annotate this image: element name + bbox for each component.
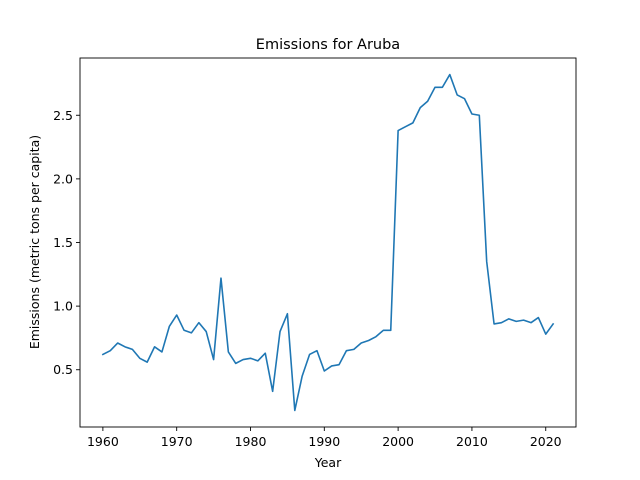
y-tick-label: 2.5	[53, 108, 73, 123]
x-tick-label: 2010	[456, 434, 488, 449]
y-axis: 0.5 1.0 1.5 2.0 2.5	[53, 108, 80, 377]
x-tick-label: 1980	[235, 434, 267, 449]
plot-frame	[79, 57, 577, 428]
y-tick-label: 1.5	[53, 235, 73, 250]
chart-title: Emissions for Aruba	[256, 37, 400, 53]
y-tick-label: 0.5	[53, 362, 73, 377]
x-tick-label: 1970	[161, 434, 193, 449]
x-tick-label: 2020	[530, 434, 562, 449]
series-line-0	[101, 73, 555, 412]
plot-area	[101, 73, 555, 412]
x-axis-label: Year	[314, 455, 342, 470]
x-axis: 1960 1970 1980 1990 2000 2010 2020	[87, 427, 562, 449]
y-tick-label: 2.0	[53, 171, 73, 186]
y-tick-label: 1.0	[53, 299, 73, 314]
x-tick-label: 1990	[308, 434, 340, 449]
x-tick-label: 1960	[87, 434, 119, 449]
y-axis-label: Emissions (metric tons per capita)	[27, 135, 42, 349]
x-tick-label: 2000	[382, 434, 414, 449]
